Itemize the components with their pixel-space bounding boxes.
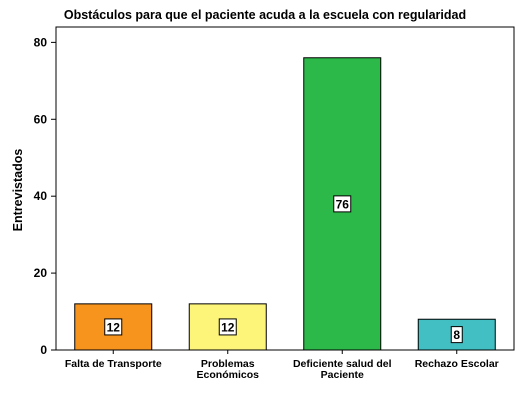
y-tick-label: 20 <box>34 266 48 280</box>
x-tick-label: Económicos <box>197 369 260 381</box>
y-tick-label: 80 <box>34 35 48 49</box>
data-label: 8 <box>453 328 460 342</box>
data-label: 12 <box>107 320 121 334</box>
y-axis: 0 20 40 60 80 <box>34 35 56 357</box>
x-tick-label: Rechazo Escolar <box>415 358 499 370</box>
data-label: 76 <box>336 197 350 211</box>
data-label-box <box>218 318 237 336</box>
y-axis-label: Entrevistados <box>11 149 25 232</box>
x-tick-label: Problemas <box>201 358 255 370</box>
bars: 12 12 76 8 <box>74 57 496 351</box>
x-tick-label: Deficiente salud del <box>293 358 392 370</box>
x-tick-label: Paciente <box>321 369 364 381</box>
y-tick-label: 60 <box>34 112 48 126</box>
y-tick-label: 40 <box>34 189 48 203</box>
data-label-box <box>104 318 123 336</box>
data-label-box <box>333 195 352 213</box>
y-tick-label: 0 <box>40 343 47 357</box>
data-label: 12 <box>221 320 235 334</box>
chart-title: Obstáculos para que el paciente acuda a … <box>64 8 466 22</box>
plot-area <box>55 26 515 351</box>
x-tick-label: Falta de Transporte <box>65 358 162 370</box>
data-label-box <box>450 326 463 344</box>
